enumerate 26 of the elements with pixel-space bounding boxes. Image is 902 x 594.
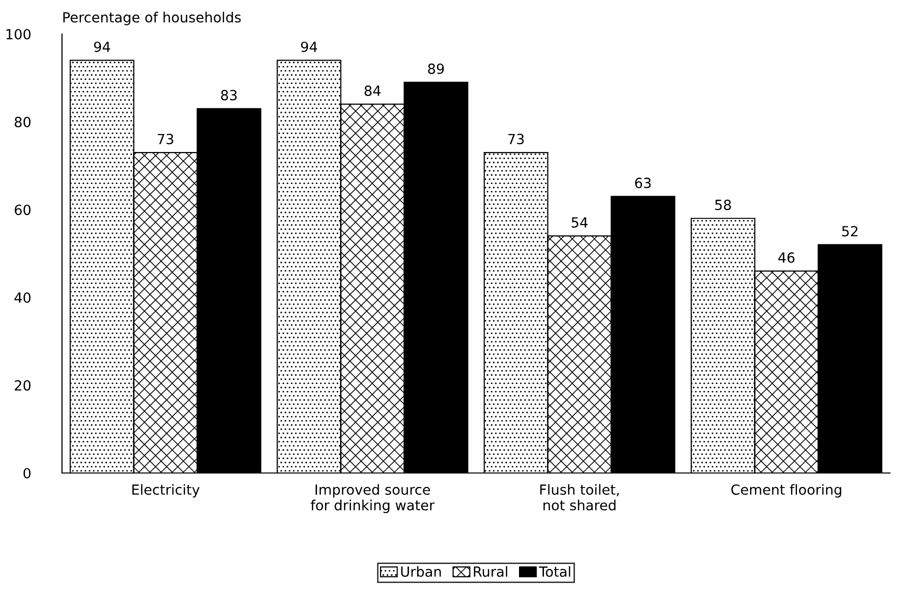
y-tick-label: 100	[6, 28, 31, 40]
y-tick-label: 40	[14, 292, 31, 303]
x-tick-label: Flush toilet, not shared	[540, 484, 619, 510]
data-label: 63	[635, 178, 651, 188]
legend-label: Urban	[401, 566, 441, 577]
x-tick-label: Cement flooring	[731, 484, 842, 498]
y-tick-label: 0	[24, 468, 31, 478]
data-label: 52	[842, 226, 858, 236]
x-tick-label: Improved source for drinking water	[310, 484, 435, 514]
data-label: 89	[428, 64, 444, 74]
legend-label: Rural	[474, 566, 508, 577]
data-label: 84	[364, 85, 381, 96]
y-axis-title: Percentage of households	[63, 12, 241, 26]
data-label: 83	[221, 90, 237, 100]
y-tick-label: 80	[14, 116, 31, 128]
data-label: 46	[778, 252, 794, 263]
data-label: 54	[572, 217, 588, 228]
y-tick-label: 60	[14, 204, 31, 216]
data-label: 94	[94, 42, 110, 52]
x-tick-label: Electricity	[132, 484, 200, 498]
data-label: 58	[715, 200, 731, 210]
data-label: 73	[158, 134, 174, 144]
legend-label: Total	[538, 566, 570, 577]
data-label: 73	[508, 134, 524, 144]
data-label: 94	[301, 42, 318, 52]
y-tick-label: 20	[14, 380, 31, 391]
